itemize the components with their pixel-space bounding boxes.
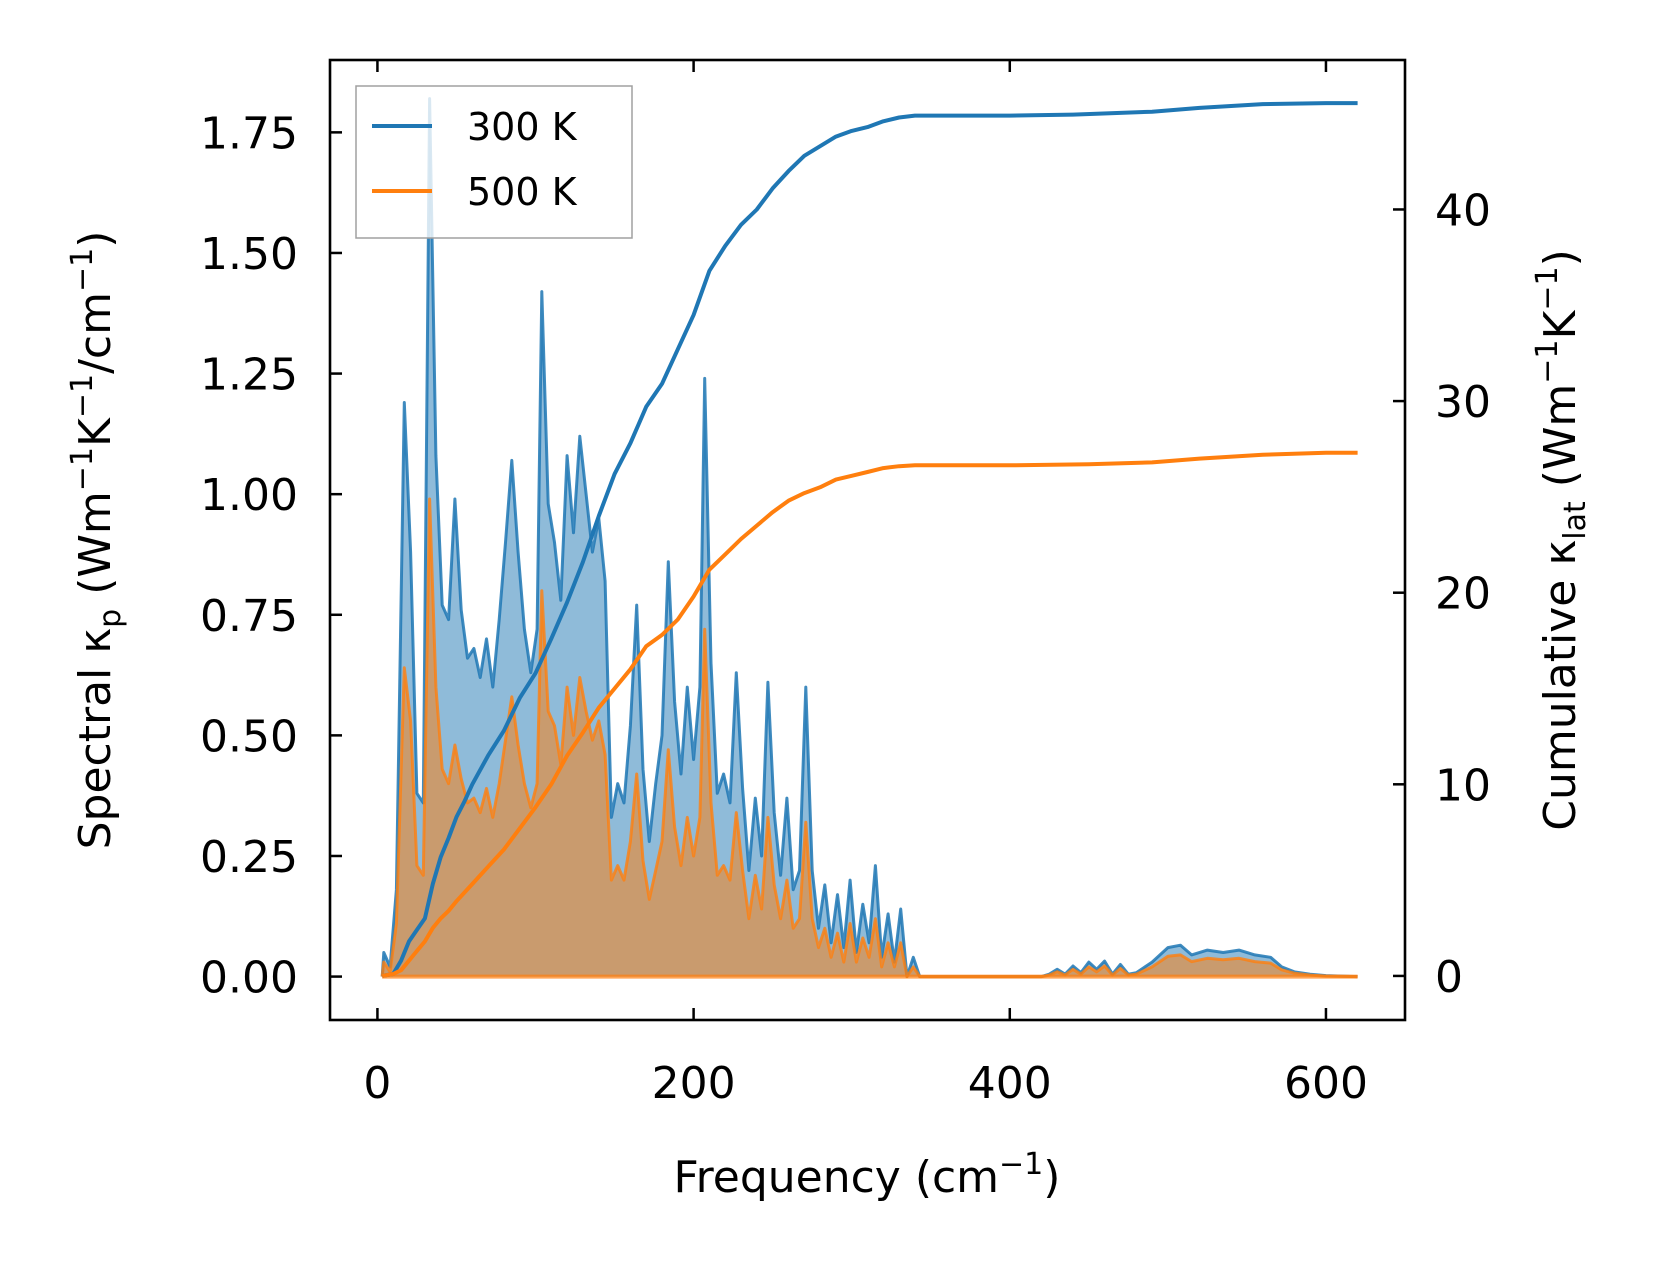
x-tick-label: 400 bbox=[968, 1058, 1052, 1109]
y-left-tick-label: 1.50 bbox=[200, 229, 298, 280]
x-axis-title: Frequency (cm−1) bbox=[674, 1147, 1061, 1203]
legend-label-500k: 500 K bbox=[467, 170, 578, 214]
y-left-tick-label: 1.25 bbox=[200, 350, 298, 401]
y-left-tick-label: 0.50 bbox=[200, 711, 298, 762]
legend: 300 K 500 K bbox=[355, 85, 633, 239]
y-left-tick-label: 0.75 bbox=[200, 591, 298, 642]
x-tick-label: 0 bbox=[363, 1058, 391, 1109]
legend-label-300k: 300 K bbox=[467, 105, 578, 149]
cumulative-line-500k bbox=[381, 450, 1358, 978]
y-right-tick-label: 40 bbox=[1435, 185, 1491, 236]
y-axis-right-title: Cumulative κlat (Wm−1K−1) bbox=[1530, 249, 1593, 831]
y-right-tick-label: 30 bbox=[1435, 377, 1491, 428]
y-left-tick-label: 1.75 bbox=[200, 108, 298, 159]
y-left-tick-label: 0.00 bbox=[200, 953, 298, 1004]
y-axis-left-title: Spectral κp (Wm−1K−1/cm−1) bbox=[65, 231, 128, 850]
plot-frame bbox=[328, 58, 1407, 1022]
cumulative-line-300k bbox=[381, 101, 1358, 978]
spectral-line-500k bbox=[380, 497, 1358, 979]
y-right-tick-label: 20 bbox=[1435, 569, 1491, 620]
legend-box bbox=[355, 85, 633, 239]
x-tick-label: 600 bbox=[1284, 1058, 1368, 1109]
x-tick-label: 200 bbox=[652, 1058, 736, 1109]
y-left-tick-label: 1.00 bbox=[200, 470, 298, 521]
y-right-tick-label: 0 bbox=[1435, 952, 1463, 1003]
spectral-line-300k bbox=[380, 97, 1358, 979]
data-lines bbox=[380, 97, 1358, 979]
y-right-tick-label: 10 bbox=[1435, 760, 1491, 811]
axis-ticks: 0 200 400 6000.000.250.500.751.001.251.501.… bbox=[200, 60, 1491, 1109]
y-left-tick-label: 0.25 bbox=[200, 832, 298, 883]
